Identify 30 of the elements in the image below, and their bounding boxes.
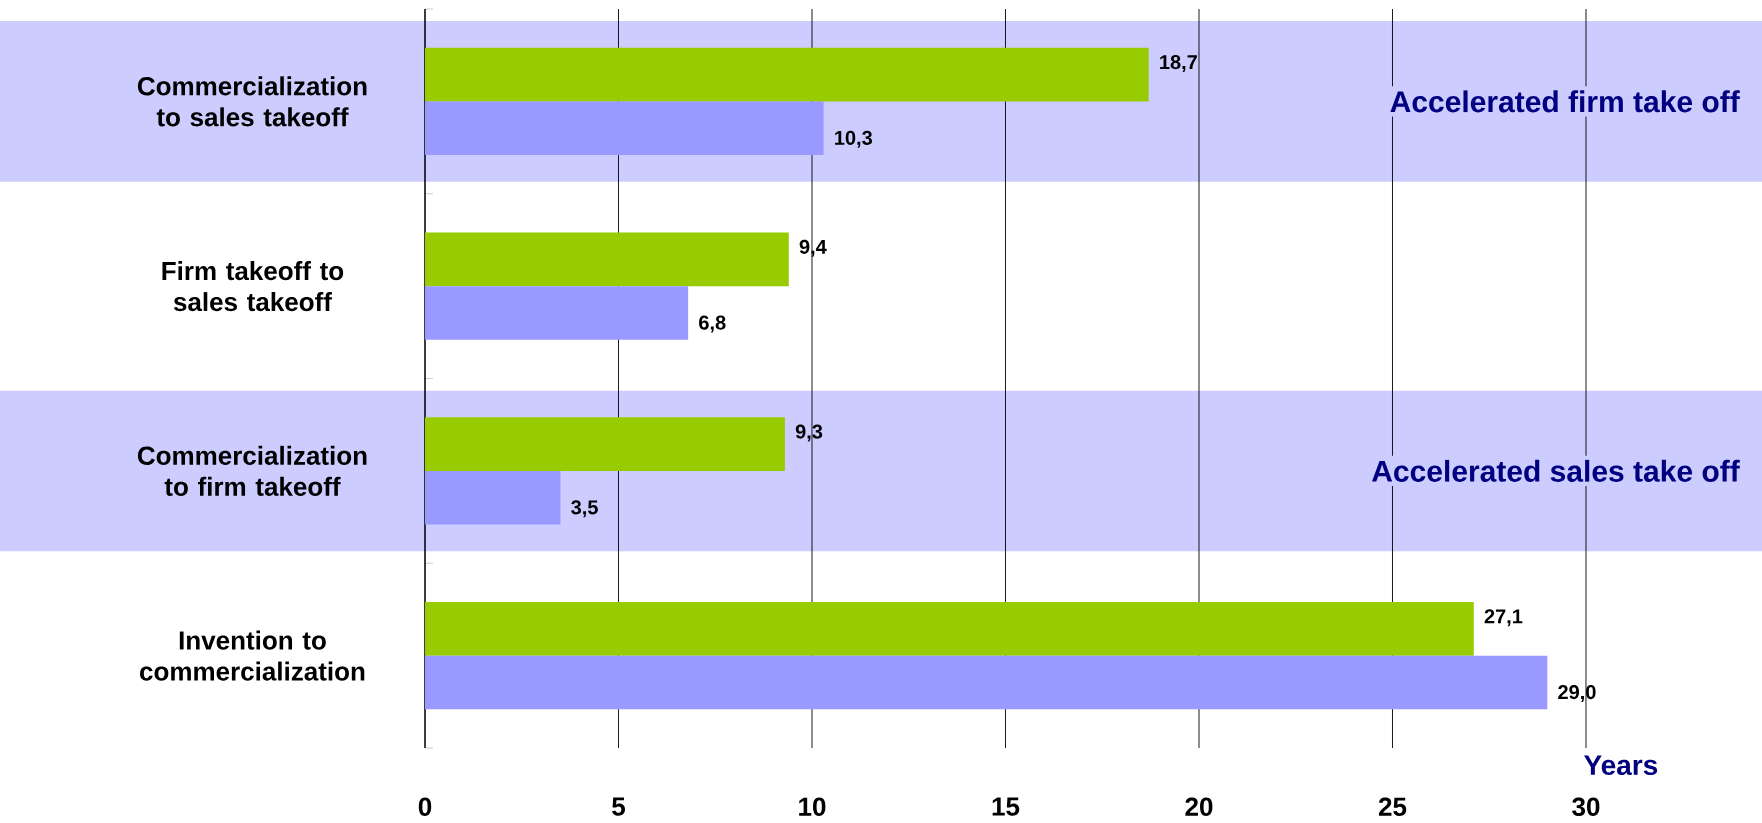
data-label: 29,0 [1558, 684, 1596, 703]
data-label: 6,8 [699, 315, 726, 333]
data-label: 9,3 [795, 424, 823, 442]
data-label: 10,3 [835, 130, 873, 148]
x-tick-label: 10 [799, 797, 826, 816]
y-tick-label: Commercialization to sales takeoff [137, 76, 367, 127]
bar [425, 602, 1474, 656]
y-tick-label: Commercialization to firm takeoff [137, 445, 367, 496]
bar [425, 101, 824, 155]
x-tick-label: 20 [1185, 797, 1213, 816]
x-axis-title: Years [1584, 755, 1658, 776]
bar [425, 47, 1149, 102]
data-label: 9,4 [799, 239, 827, 257]
bar [425, 286, 689, 340]
x-tick-label: 15 [992, 797, 1020, 816]
band-label: Accelerated sales take off [1372, 459, 1740, 482]
bar [425, 470, 561, 525]
bar [425, 232, 789, 287]
x-tick-label: 25 [1378, 797, 1407, 816]
y-tick-label: Firm takeoff to sales takeoff [162, 261, 344, 312]
data-label: 3,5 [571, 500, 598, 518]
x-tick-label: 0 [418, 797, 432, 816]
bar [425, 655, 1548, 710]
bar [425, 417, 785, 471]
band-label: Accelerated firm take off [1390, 90, 1740, 113]
x-tick-label: 5 [612, 797, 626, 816]
data-label: 27,1 [1484, 609, 1523, 627]
data-label: 18,7 [1160, 54, 1197, 73]
x-tick-label: 30 [1572, 797, 1600, 816]
y-tick-label: Invention to commercialization [140, 630, 365, 681]
